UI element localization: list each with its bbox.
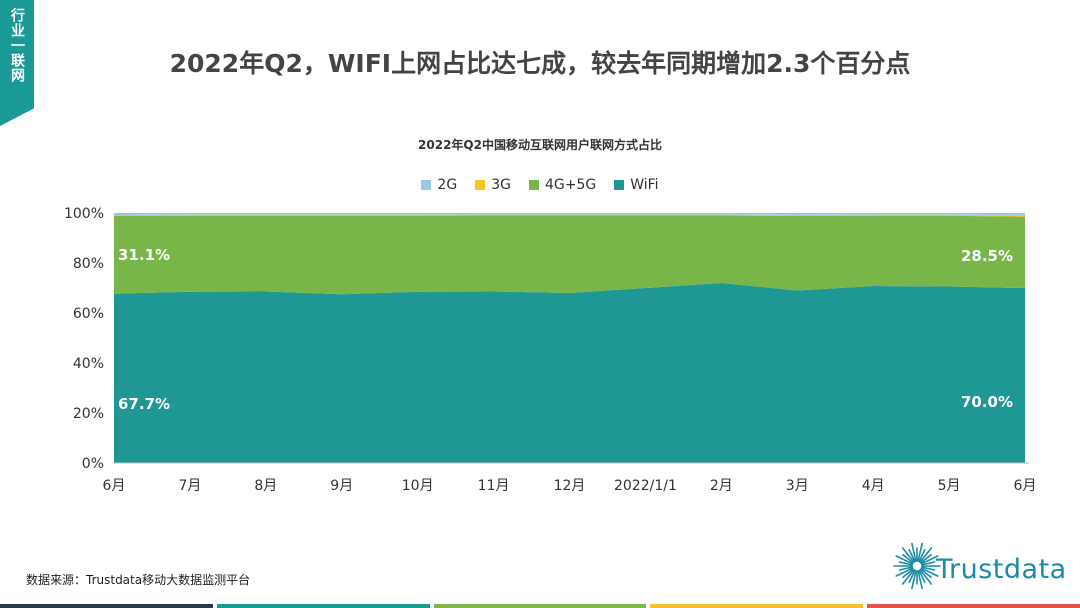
sunburst-ray: [920, 568, 932, 579]
x-tick-label: 12月: [554, 478, 586, 494]
footer-segment: [433, 604, 647, 608]
brand-name: Trustdata: [936, 554, 1067, 585]
corner-tag: 行业一联网: [0, 0, 34, 126]
chart-title: 2022年Q2中国移动互联网用户联网方式占比: [418, 138, 662, 152]
legend-swatch: [528, 180, 539, 190]
source-note: 数据来源：Trustdata移动大数据监测平台: [26, 573, 251, 587]
sunburst-ray: [919, 547, 933, 563]
legend-label: 2G: [437, 177, 458, 193]
sunburst-ray: [921, 561, 936, 566]
area-2g: [114, 213, 1025, 216]
legend-label: 3G: [491, 177, 511, 193]
sunburst-icon: [893, 542, 941, 590]
sunburst-ray: [895, 555, 914, 565]
legend-swatch: [614, 180, 625, 190]
sunburst-ray: [901, 547, 915, 563]
x-tick-label: 2022/1/1: [614, 478, 677, 494]
brand-logo: Trustdata: [892, 536, 1072, 596]
x-tick-label: 2月: [710, 478, 733, 494]
sunburst-ray: [920, 567, 939, 577]
sunburst-ray: [898, 561, 913, 566]
x-tick-label: 3月: [786, 478, 809, 494]
slide-title: 2022年Q2，WIFI上网占比达七成，较去年同期增加2.3个百分点: [169, 49, 911, 78]
sunburst-ray: [917, 570, 923, 590]
sunburst-ray: [898, 566, 913, 571]
sunburst-ray: [920, 553, 932, 564]
footer-segment: [0, 604, 213, 608]
area-wifi: [114, 283, 1025, 463]
x-tick-label: 6月: [1014, 478, 1037, 494]
x-tick-label: 6月: [103, 478, 126, 494]
x-tick-label: 11月: [478, 478, 510, 494]
sunburst-ray: [902, 568, 914, 579]
sunburst-ray: [902, 553, 914, 564]
sunburst-ray: [911, 542, 917, 562]
x-tick-label: 8月: [254, 478, 277, 494]
y-tick-label: 100%: [64, 206, 104, 222]
legend-label: 4G+5G: [544, 177, 597, 193]
sunburst-ray: [917, 542, 923, 562]
footer-segment: [867, 604, 1080, 608]
sunburst-ray: [919, 569, 933, 585]
footer-segment: [650, 604, 864, 608]
footer-color-bar: [0, 604, 1080, 608]
y-tick-label: 0%: [82, 456, 104, 472]
legend-label: WiFi: [630, 177, 659, 193]
x-tick-label: 4月: [862, 478, 885, 494]
sunburst-ray: [895, 567, 914, 577]
data-label: 31.1%: [118, 246, 170, 264]
legend-item: WiFi: [614, 177, 659, 193]
sunburst-ray: [911, 570, 917, 590]
area-3g: [114, 214, 1025, 217]
sunburst-ray: [921, 566, 936, 571]
y-tick-label: 20%: [73, 406, 104, 422]
x-tick-label: 7月: [178, 478, 201, 494]
x-tick-label: 9月: [330, 478, 353, 494]
footer-segment: [216, 604, 430, 608]
legend-item: 2G: [421, 177, 457, 193]
legend-item: 3G: [475, 177, 511, 193]
y-tick-label: 40%: [73, 356, 104, 372]
y-tick-label: 60%: [73, 306, 104, 322]
legend-swatch: [475, 180, 486, 190]
y-tick-label: 80%: [73, 256, 104, 272]
legend-swatch: [421, 180, 432, 190]
data-label: 28.5%: [961, 247, 1013, 265]
chart-legend: 2G 3G 4G+5G WiFi: [0, 177, 1080, 193]
sunburst-ray: [908, 569, 916, 584]
data-label: 67.7%: [118, 395, 170, 413]
x-tick-label: 10月: [402, 478, 434, 494]
legend-item: 4G+5G: [528, 177, 597, 193]
sunburst-ray: [918, 548, 926, 563]
sunburst-ray: [908, 548, 916, 563]
corner-tag-text: 行业一联网: [9, 8, 25, 83]
sunburst-ray: [918, 569, 926, 584]
area-4g-5g: [114, 215, 1025, 295]
sunburst-ray: [901, 569, 915, 585]
sunburst-ray: [920, 555, 939, 565]
x-tick-label: 5月: [938, 478, 961, 494]
data-label: 70.0%: [961, 393, 1013, 411]
